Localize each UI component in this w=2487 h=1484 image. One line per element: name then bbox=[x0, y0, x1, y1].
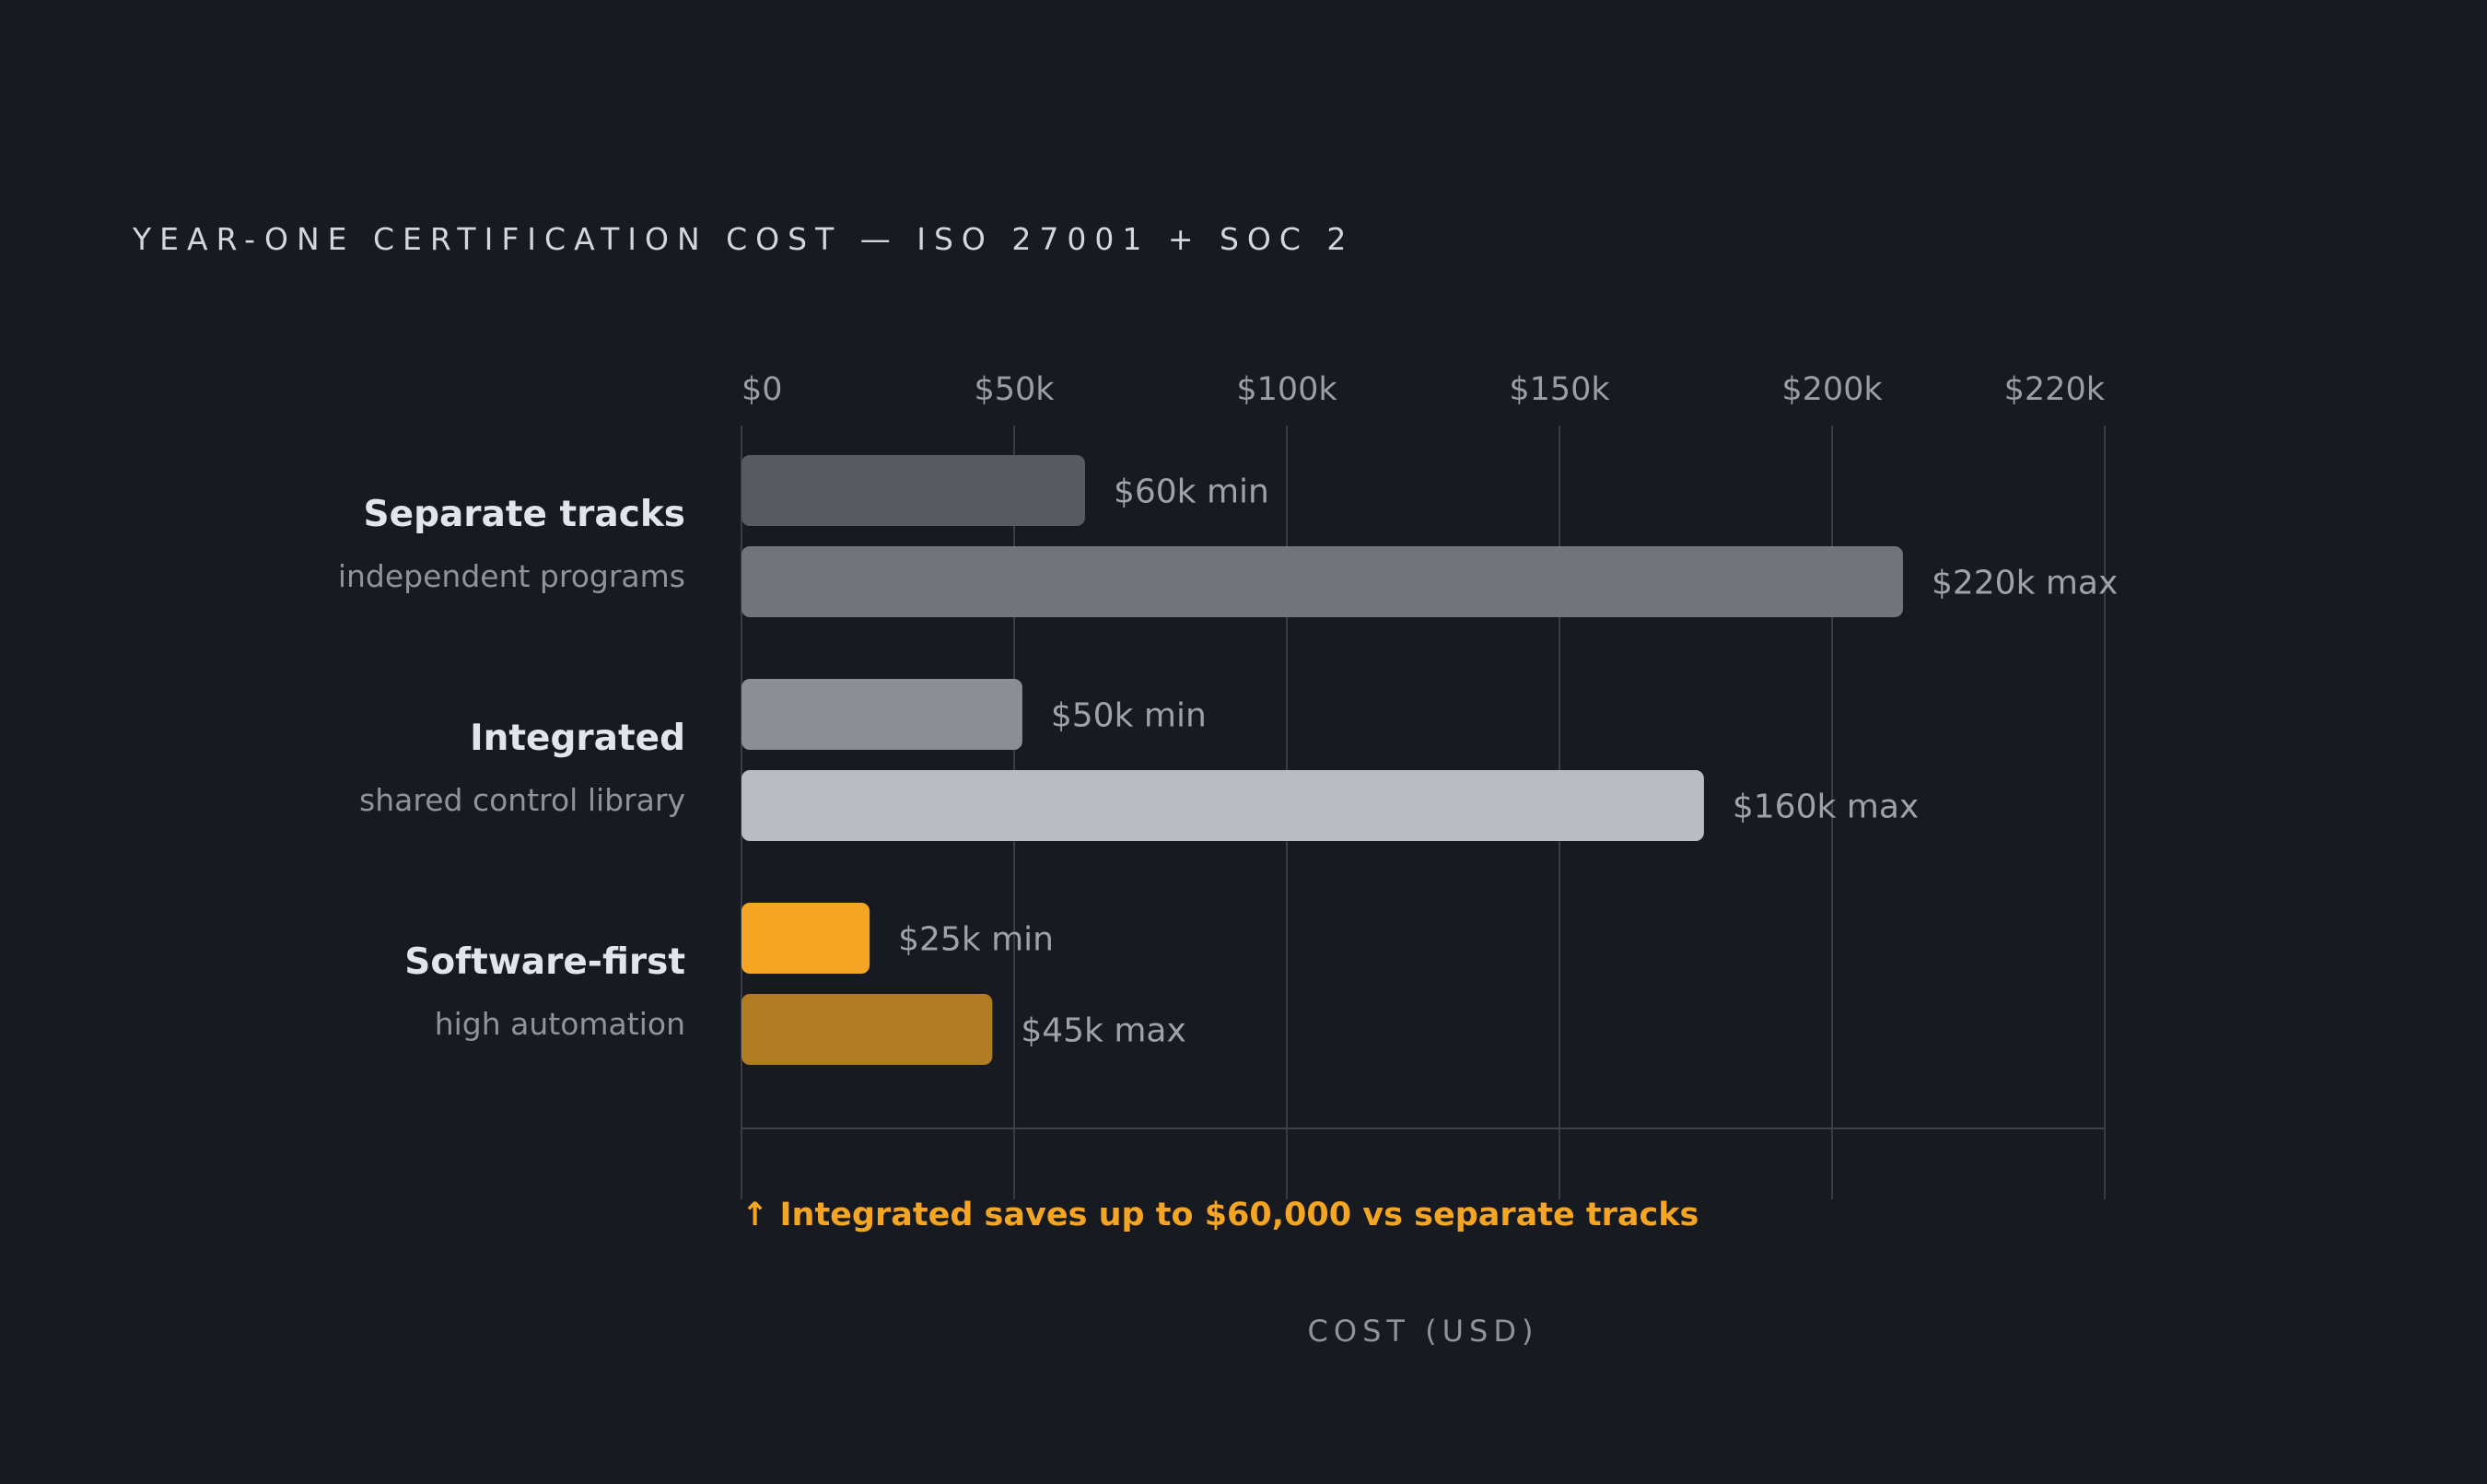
x-tick-label: $100k bbox=[1236, 371, 1337, 408]
bar-value-label: $50k min bbox=[1051, 697, 1207, 735]
x-axis-ticks: $0 $50k $100k $150k $200k $220k bbox=[741, 371, 2106, 408]
x-tick-label: $220k bbox=[2004, 371, 2106, 408]
bar bbox=[741, 679, 1022, 750]
bar-value-label: $45k max bbox=[1021, 1012, 1185, 1050]
bar-value-label: $60k min bbox=[1114, 473, 1269, 511]
category-label: Separate tracks bbox=[364, 494, 685, 535]
category-subtitle: independent programs bbox=[338, 558, 685, 594]
x-tick-label: $200k bbox=[1781, 371, 1883, 408]
bars: $60k min $220k max $50k min $160k max $25k m… bbox=[741, 455, 2118, 1065]
x-tick-label: $0 bbox=[741, 371, 783, 408]
x-axis-title: COST (USD) bbox=[1308, 1314, 1539, 1349]
bar bbox=[741, 546, 1903, 617]
x-tick-label: $150k bbox=[1509, 371, 1610, 408]
bar-value-label: $25k min bbox=[898, 921, 1054, 959]
savings-annotation: ↑ Integrated saves up to $60,000 vs sepa… bbox=[741, 1197, 1699, 1233]
category-label: Integrated bbox=[470, 718, 685, 759]
bar bbox=[741, 903, 870, 974]
bar bbox=[741, 770, 1704, 841]
bar bbox=[741, 994, 993, 1065]
category-labels: Separate tracks independent programs Integ… bbox=[338, 494, 685, 1042]
category-subtitle: high automation bbox=[435, 1006, 685, 1042]
category-label: Software-first bbox=[404, 941, 685, 983]
bar bbox=[741, 455, 1085, 526]
x-tick-label: $50k bbox=[974, 371, 1055, 408]
chart-title: YEAR-ONE CERTIFICATION COST — ISO 27001 … bbox=[133, 221, 1355, 257]
category-subtitle: shared control library bbox=[359, 782, 685, 818]
bar-value-label: $220k max bbox=[1932, 565, 2118, 602]
bar-value-label: $160k max bbox=[1733, 789, 1919, 826]
